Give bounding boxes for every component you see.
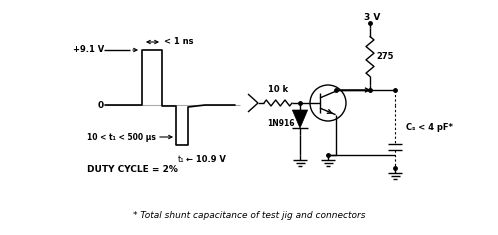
Text: Cₛ < 4 pF*: Cₛ < 4 pF* — [406, 123, 453, 132]
Text: t₁: t₁ — [178, 154, 185, 164]
Text: 0: 0 — [98, 101, 104, 110]
Text: +9.1 V: +9.1 V — [73, 44, 104, 54]
Text: 3 V: 3 V — [364, 13, 380, 23]
Text: 1N916: 1N916 — [267, 120, 295, 129]
Text: DUTY CYCLE = 2%: DUTY CYCLE = 2% — [87, 165, 178, 175]
Text: < 1 ns: < 1 ns — [164, 36, 194, 46]
Text: * Total shunt capacitance of test jig and connectors: * Total shunt capacitance of test jig an… — [133, 211, 365, 219]
Text: ← 10.9 V: ← 10.9 V — [186, 154, 226, 164]
Text: 275: 275 — [376, 52, 393, 61]
Polygon shape — [292, 110, 308, 128]
Text: 10 < t₁ < 500 μs: 10 < t₁ < 500 μs — [87, 133, 156, 141]
Text: 10 k: 10 k — [268, 85, 288, 94]
